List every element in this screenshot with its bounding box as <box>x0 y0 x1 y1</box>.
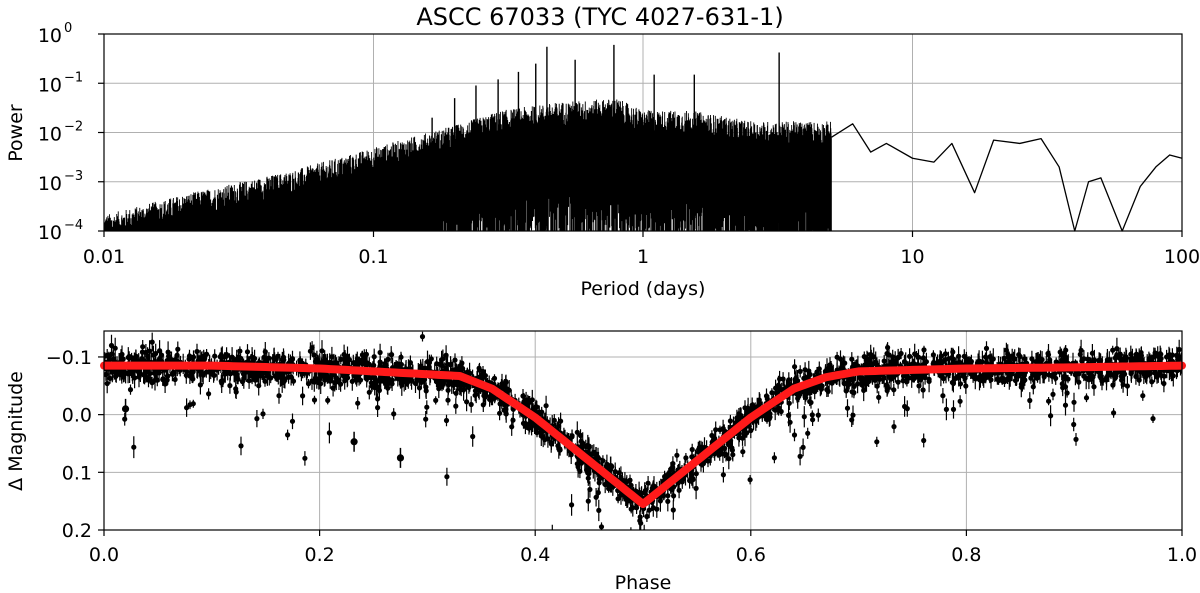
periodogram-y-label: Power <box>5 104 27 162</box>
figure-title: ASCC 67033 (TYC 4027-631-1) <box>416 3 784 31</box>
periodogram-y-tick-exponent: −2 <box>64 120 83 135</box>
periodogram-x-tick-label: 1 <box>637 246 649 268</box>
periodogram-x-tick-label: 0.01 <box>83 246 125 268</box>
lightcurve-markers <box>104 334 1182 530</box>
periodogram-y-tick-label: 10 <box>38 25 62 47</box>
periodogram-y-tick-exponent: −3 <box>64 169 83 184</box>
lightcurve-y-tick-label: −0.1 <box>46 347 92 369</box>
lightcurve-x-ticks: 0.0 0.2 0.4 0.6 0.8 1.0 <box>89 530 1197 566</box>
periodogram-x-ticks: 0.01 0.1 1 10 100 <box>83 231 1200 268</box>
lightcurve-outlier <box>350 438 358 446</box>
lightcurve-panel: 0.0 0.2 0.4 0.6 0.8 1.0 −0.10.00.10.2 Phase Δ… <box>5 330 1197 593</box>
periodogram-x-tick-label: 0.1 <box>358 246 388 268</box>
periodogram-y-tick-exponent: −1 <box>64 70 83 85</box>
periodogram-x-tick-label: 100 <box>1164 246 1200 268</box>
periodogram-x-label: Period (days) <box>581 278 706 300</box>
lightcurve-y-tick-label: 0.0 <box>62 405 92 427</box>
periodogram-y-tick-label: 10 <box>38 222 62 244</box>
periodogram-y-tick-label: 10 <box>38 74 62 96</box>
lightcurve-x-tick-label: 0.8 <box>951 544 981 566</box>
lightcurve-model <box>100 361 1186 509</box>
lightcurve-x-label: Phase <box>615 572 672 593</box>
lightcurve-y-ticks: −0.1 0.0 0.1 0.2 <box>46 347 104 542</box>
periodogram-x-tick-label: 10 <box>900 246 924 268</box>
periodogram-y-tick-exponent: −4 <box>64 218 83 233</box>
lightcurve-outlier <box>396 454 405 462</box>
lightcurve-x-tick-label: 0.6 <box>736 544 766 566</box>
periodogram-long-period-curve <box>831 123 1183 232</box>
lightcurve-x-tick-label: 0.2 <box>304 544 334 566</box>
lightcurve-model-line <box>100 361 1186 509</box>
lightcurve-outlier <box>121 405 130 413</box>
lightcurve-y-tick-label: 0.2 <box>62 520 92 542</box>
lightcurve-y-label: Δ Magnitude <box>5 371 27 491</box>
periodogram-y-tick-exponent: 0 <box>64 21 72 36</box>
lightcurve-x-tick-label: 0.4 <box>520 544 550 566</box>
periodogram-y-tick-label: 10 <box>38 124 62 146</box>
lightcurve-x-tick-label: 1.0 <box>1167 544 1197 566</box>
lightcurve-y-tick-label: 0.1 <box>62 462 92 484</box>
periodogram-y-tick-label: 10 <box>38 173 62 195</box>
lightcurve-frame <box>103 330 1183 531</box>
lightcurve-outlier <box>607 462 615 471</box>
periodogram-series <box>103 44 1183 232</box>
lightcurve-x-tick-label: 0.0 <box>89 544 119 566</box>
